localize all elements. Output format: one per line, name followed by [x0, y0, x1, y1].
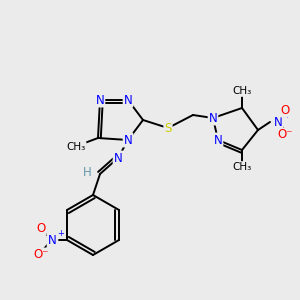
Text: N: N: [214, 134, 222, 146]
Text: +: +: [283, 112, 290, 121]
Text: H: H: [82, 166, 91, 178]
Text: N: N: [274, 116, 282, 128]
Text: N: N: [208, 112, 217, 124]
Text: O: O: [280, 103, 290, 116]
Text: N: N: [114, 152, 122, 164]
Text: O⁻: O⁻: [33, 248, 49, 262]
Text: CH₃: CH₃: [232, 162, 252, 172]
Text: N: N: [96, 94, 104, 106]
Text: +: +: [57, 230, 64, 238]
Text: N: N: [124, 134, 132, 146]
Text: O: O: [36, 221, 46, 235]
Text: O⁻: O⁻: [277, 128, 293, 142]
Text: CH₃: CH₃: [66, 142, 85, 152]
Text: S: S: [164, 122, 172, 134]
Text: CH₃: CH₃: [232, 86, 252, 96]
Text: N: N: [48, 233, 56, 247]
Text: N: N: [124, 94, 132, 106]
